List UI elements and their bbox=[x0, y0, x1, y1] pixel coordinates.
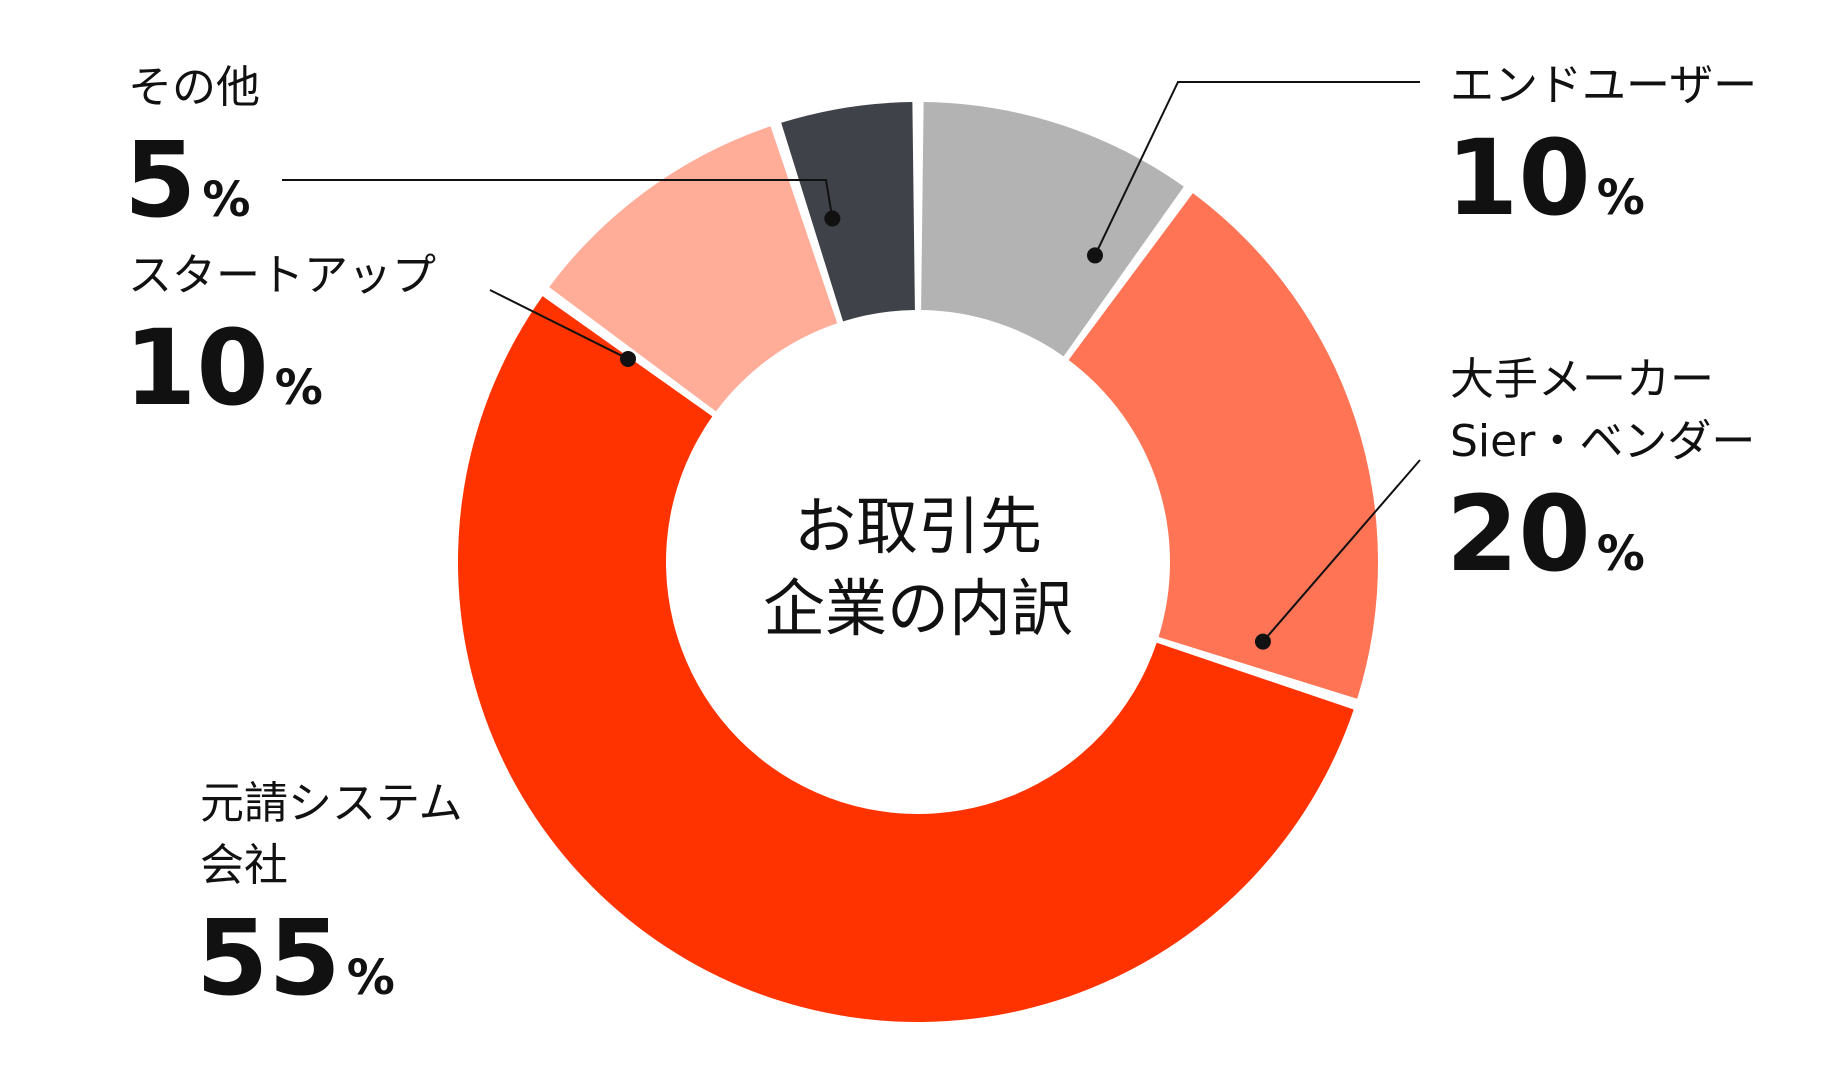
slice-label-end-user: エンドユーザー bbox=[1450, 60, 1757, 111]
leader-line-startup bbox=[489, 289, 629, 360]
slice-value-end-user: 10% bbox=[1446, 117, 1645, 239]
slice-value-other: 5% bbox=[124, 119, 250, 241]
center-title-line: 企業の内訳 bbox=[763, 572, 1073, 645]
slice-startup bbox=[549, 126, 838, 412]
slice-unit-end-user: % bbox=[1597, 170, 1645, 226]
slice-label-other: その他 bbox=[128, 62, 260, 113]
slice-label-major-maker: 大手メーカー bbox=[1450, 354, 1714, 405]
slice-label-prime-system: 会社 bbox=[200, 840, 288, 891]
slice-major-maker bbox=[1068, 193, 1378, 699]
leader-dot-startup bbox=[620, 350, 637, 367]
leader-line-major-maker bbox=[1262, 459, 1421, 643]
slice-unit-startup: % bbox=[275, 360, 323, 416]
slice-label-startup: スタートアップ bbox=[128, 250, 436, 301]
slice-label-prime-system: 元請システム bbox=[200, 778, 463, 829]
slice-value-prime-system: 55% bbox=[196, 897, 395, 1019]
slice-prime-system bbox=[457, 296, 1354, 1023]
leader-line-other bbox=[282, 179, 834, 219]
slice-unit-major-maker: % bbox=[1597, 526, 1645, 582]
slice-other bbox=[781, 102, 915, 322]
slice-value-startup: 10% bbox=[124, 307, 323, 429]
slice-end-user bbox=[921, 102, 1184, 357]
leader-lines bbox=[282, 81, 1421, 650]
leader-dot-major-maker bbox=[1254, 633, 1271, 650]
donut-slices bbox=[457, 102, 1378, 1023]
slice-label-major-maker: Sier・ベンダー bbox=[1450, 416, 1755, 467]
leader-dot-end-user bbox=[1087, 247, 1103, 264]
slice-value-major-maker: 20% bbox=[1446, 473, 1645, 595]
leader-dot-other bbox=[824, 210, 841, 227]
leader-line-end-user bbox=[1094, 81, 1420, 256]
center-title-line: お取引先 bbox=[794, 490, 1042, 563]
slice-unit-prime-system: % bbox=[347, 950, 395, 1006]
slice-unit-other: % bbox=[202, 172, 250, 228]
